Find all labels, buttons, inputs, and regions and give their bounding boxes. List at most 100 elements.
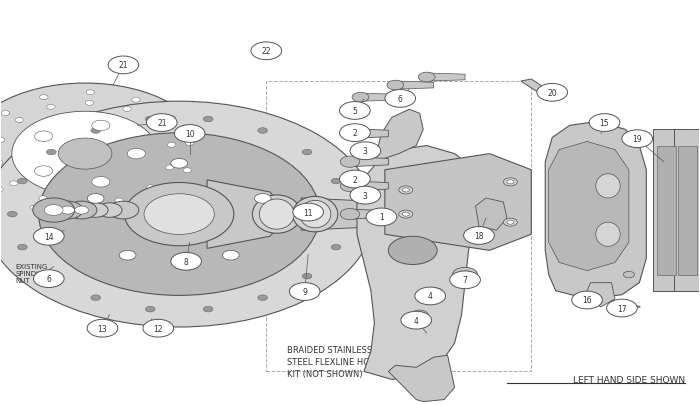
Polygon shape (521, 80, 559, 100)
Circle shape (537, 84, 568, 102)
Text: 12: 12 (153, 324, 163, 333)
Ellipse shape (596, 223, 620, 247)
Circle shape (507, 180, 514, 184)
Circle shape (66, 202, 97, 220)
Circle shape (127, 149, 146, 160)
Text: 9: 9 (302, 287, 307, 296)
Circle shape (340, 102, 370, 120)
Circle shape (463, 227, 494, 245)
Polygon shape (385, 154, 531, 251)
Circle shape (352, 93, 369, 103)
Polygon shape (584, 283, 615, 307)
Text: 21: 21 (157, 119, 167, 128)
Text: 21: 21 (119, 61, 128, 70)
Circle shape (389, 237, 438, 265)
Circle shape (203, 307, 213, 312)
Circle shape (366, 209, 397, 226)
Polygon shape (360, 94, 399, 102)
Circle shape (340, 171, 370, 188)
Polygon shape (395, 82, 434, 90)
Circle shape (289, 283, 320, 301)
Text: 6: 6 (398, 95, 402, 104)
Circle shape (203, 117, 213, 123)
Circle shape (146, 117, 155, 123)
Polygon shape (354, 129, 388, 139)
Circle shape (8, 212, 17, 217)
Circle shape (0, 102, 374, 327)
Circle shape (119, 251, 136, 260)
Circle shape (92, 177, 110, 188)
Circle shape (623, 272, 634, 278)
Circle shape (340, 181, 360, 192)
Text: 2: 2 (353, 175, 357, 184)
Text: 15: 15 (600, 119, 609, 128)
Text: 3: 3 (363, 191, 368, 200)
Circle shape (46, 150, 56, 156)
Circle shape (86, 91, 94, 96)
Circle shape (589, 114, 620, 132)
Circle shape (152, 122, 160, 127)
Circle shape (76, 202, 85, 207)
Circle shape (399, 186, 413, 194)
Circle shape (350, 143, 381, 160)
Circle shape (34, 228, 64, 245)
Text: 22: 22 (262, 47, 271, 56)
Circle shape (97, 203, 122, 218)
Circle shape (341, 212, 351, 217)
Circle shape (419, 73, 435, 83)
Text: KIT (NOT SHOWN): KIT (NOT SHOWN) (287, 369, 363, 378)
Ellipse shape (260, 200, 294, 230)
Circle shape (34, 166, 52, 177)
Polygon shape (354, 210, 388, 220)
Polygon shape (657, 146, 675, 275)
Circle shape (302, 150, 312, 156)
Circle shape (340, 209, 360, 220)
Circle shape (108, 57, 139, 75)
Circle shape (46, 274, 56, 279)
Circle shape (30, 206, 38, 211)
Circle shape (39, 196, 47, 201)
Circle shape (40, 96, 48, 100)
Polygon shape (545, 122, 646, 299)
Circle shape (385, 90, 416, 108)
Text: LEFT HAND SIDE SHOWN: LEFT HAND SIDE SHOWN (573, 375, 685, 384)
Circle shape (108, 202, 139, 220)
Text: 19: 19 (632, 135, 642, 144)
Circle shape (147, 185, 155, 190)
Text: EXISTING
SPINDLE
NUT: EXISTING SPINDLE NUT (15, 263, 48, 283)
Circle shape (258, 128, 267, 134)
Polygon shape (374, 110, 423, 162)
Ellipse shape (596, 174, 620, 198)
Circle shape (331, 245, 341, 250)
Circle shape (52, 202, 83, 220)
Circle shape (146, 307, 155, 312)
Polygon shape (475, 198, 507, 231)
Polygon shape (653, 130, 681, 291)
Polygon shape (678, 146, 696, 275)
Circle shape (33, 198, 75, 223)
Circle shape (416, 313, 424, 318)
Circle shape (340, 157, 360, 168)
Polygon shape (301, 198, 434, 231)
Circle shape (399, 211, 413, 219)
Circle shape (146, 114, 177, 132)
Text: 3: 3 (363, 147, 368, 156)
Circle shape (18, 245, 27, 250)
Circle shape (34, 270, 64, 288)
Circle shape (387, 81, 404, 91)
Circle shape (340, 124, 370, 142)
Text: 18: 18 (474, 231, 484, 241)
Circle shape (401, 311, 432, 329)
Circle shape (174, 125, 205, 143)
Circle shape (76, 213, 84, 218)
Circle shape (0, 138, 5, 143)
Circle shape (251, 43, 281, 60)
Circle shape (183, 168, 191, 173)
Circle shape (143, 320, 174, 337)
Text: BRAIDED STAINLESS: BRAIDED STAINLESS (287, 345, 372, 354)
Circle shape (91, 128, 101, 134)
Circle shape (87, 320, 118, 337)
Circle shape (91, 295, 101, 301)
Circle shape (431, 291, 439, 295)
Circle shape (18, 179, 27, 184)
